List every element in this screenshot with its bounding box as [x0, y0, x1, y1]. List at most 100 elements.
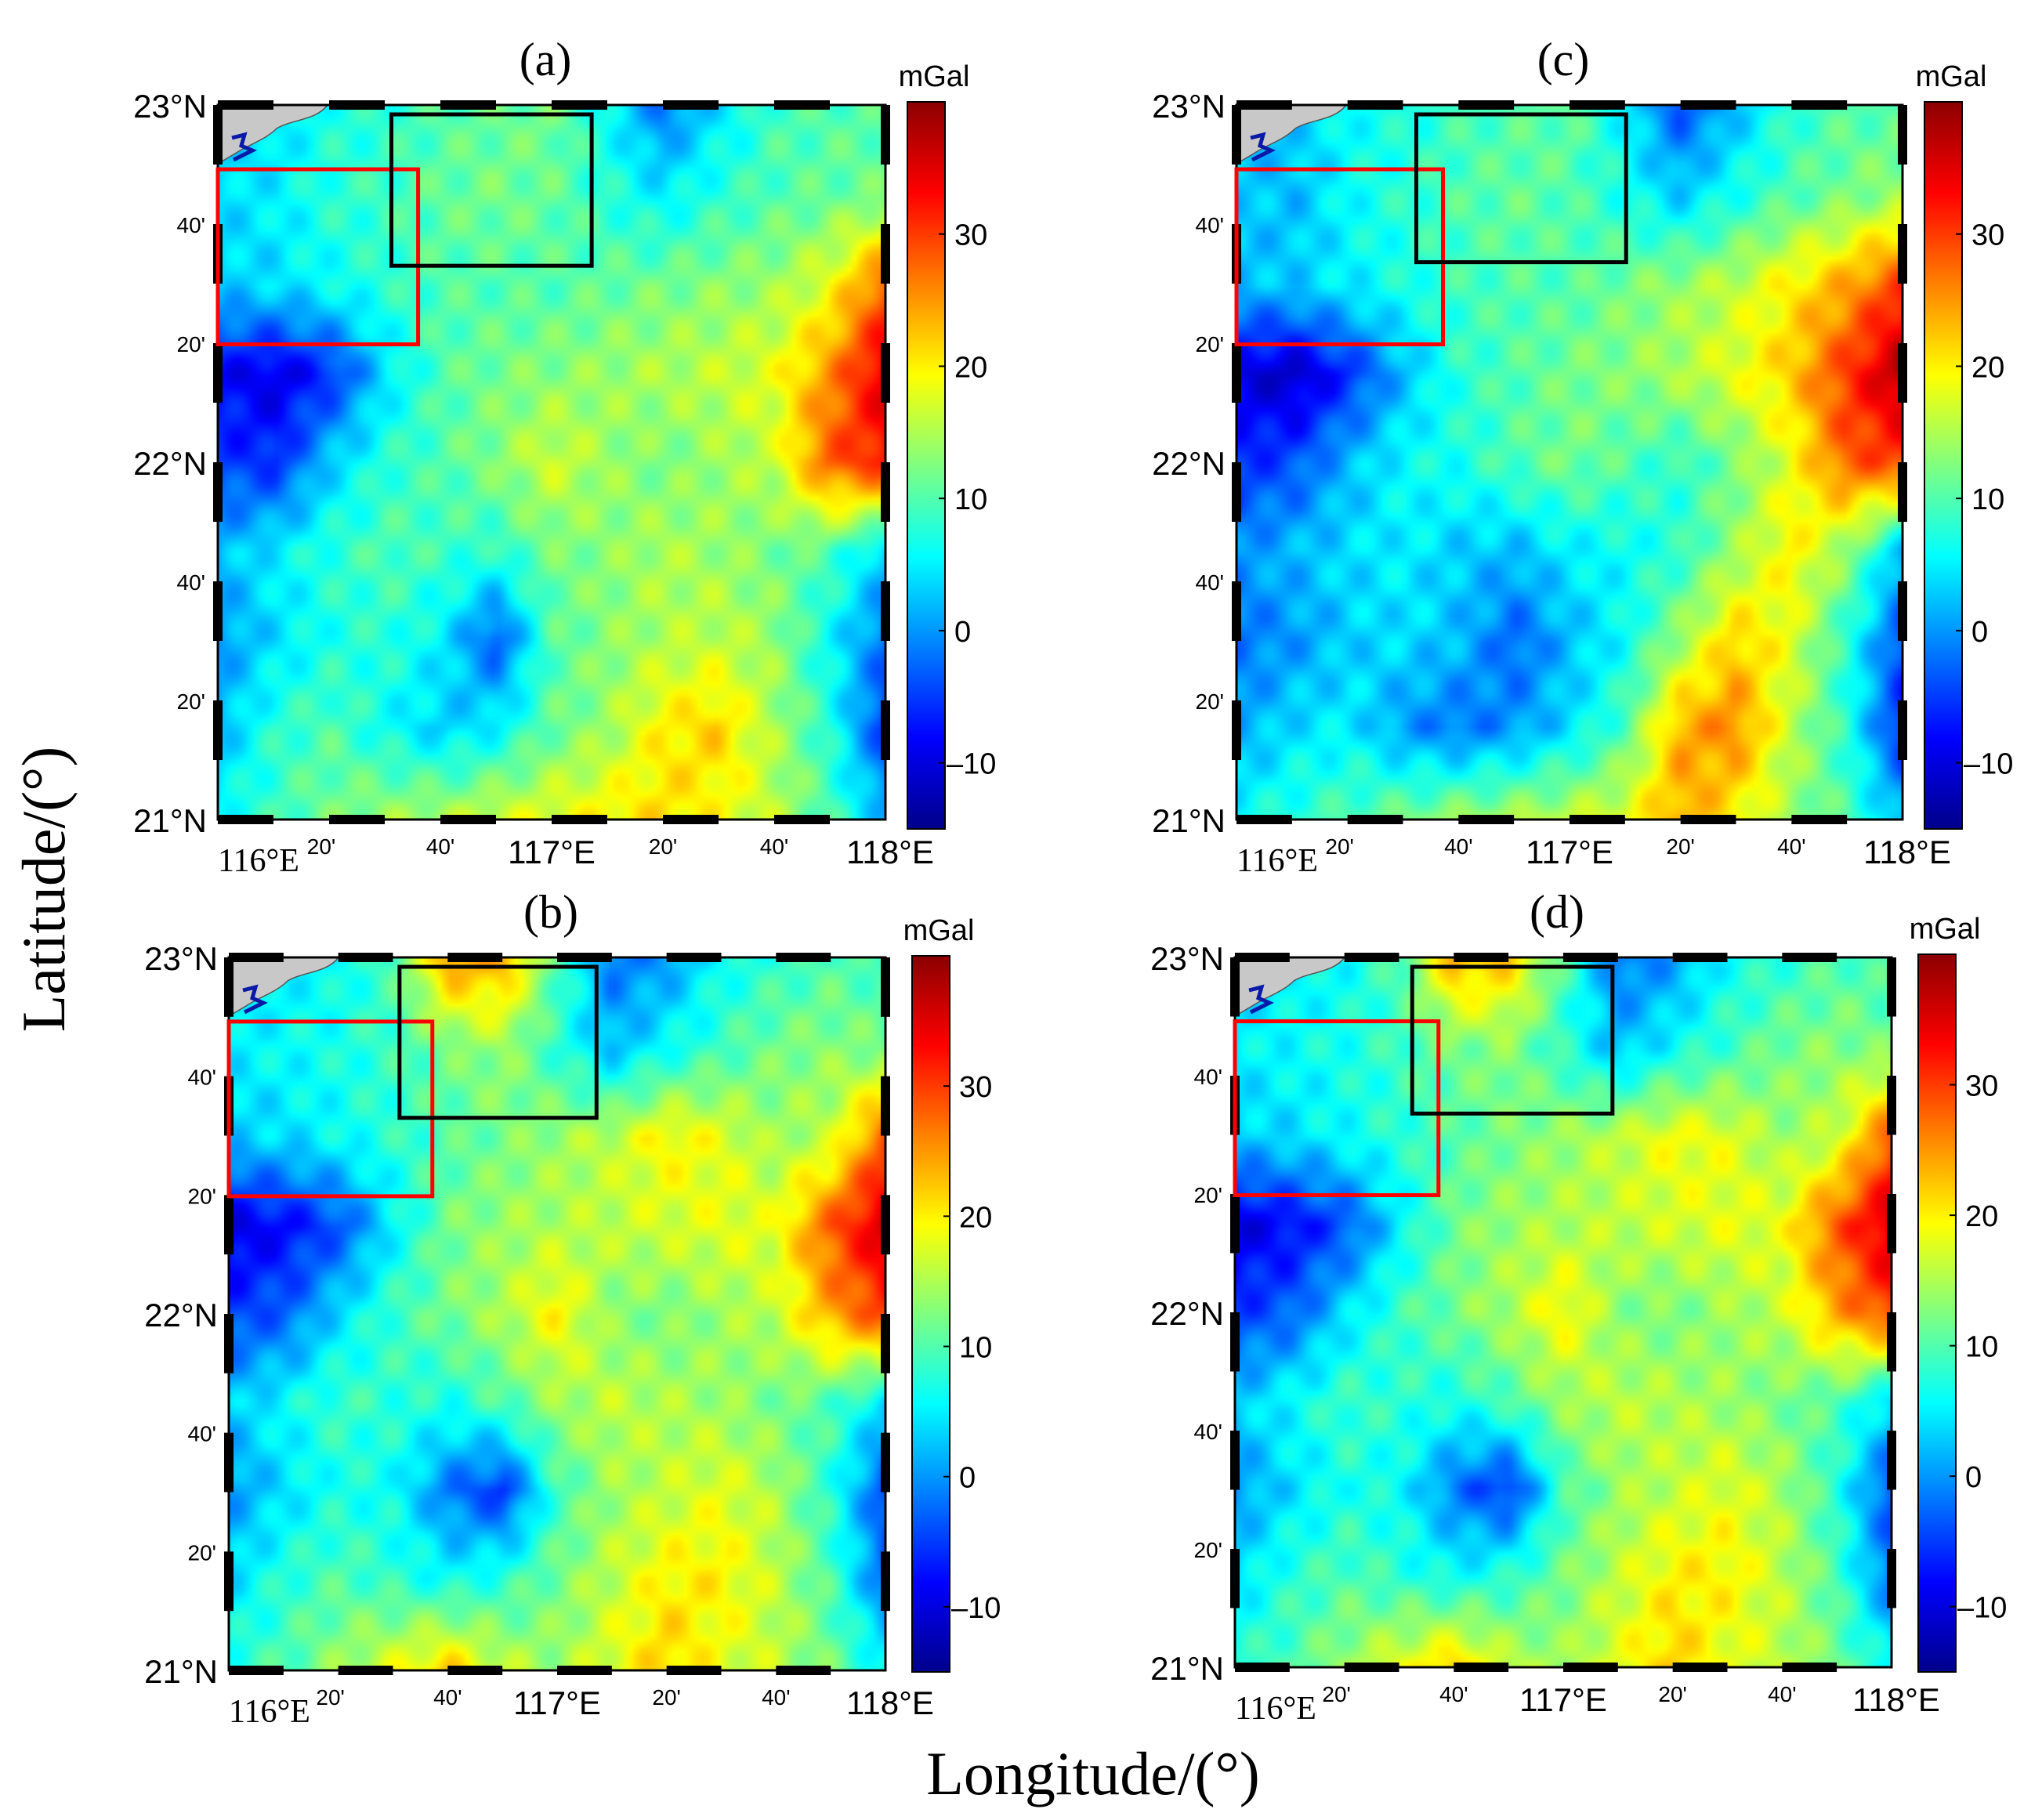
lon-minor-label: 20'	[1658, 1682, 1687, 1706]
black-study-box	[389, 112, 594, 268]
colorbar-tick-label: 20	[1965, 1200, 1998, 1233]
colorbar-tick-label: –10	[1957, 1592, 2007, 1625]
lon-major-label: 118°E	[846, 834, 934, 870]
frame-segment	[663, 100, 719, 110]
lat-minor-label: 20'	[188, 1540, 217, 1565]
frame-segment	[338, 953, 393, 962]
frame-segment	[224, 1314, 234, 1373]
lat-minor-label: 40'	[177, 213, 206, 237]
colorbar	[1924, 101, 1963, 830]
panel-title: (b)	[523, 886, 578, 938]
lon-major-label: 116°E	[1235, 1691, 1316, 1727]
land-area	[1234, 957, 1346, 1018]
frame-segment	[1570, 100, 1625, 110]
colorbar-tick-label: 20	[954, 351, 987, 384]
lon-major-label: 116°E	[218, 843, 299, 879]
frame-segment	[881, 343, 890, 403]
colorbar-tick-label: 10	[954, 483, 987, 516]
y-axis-title: Latitude/(°)	[9, 747, 78, 1033]
lon-minor-label: 40'	[1777, 834, 1806, 859]
frame-segment	[1672, 1663, 1728, 1672]
colorbar-tick-label: 30	[959, 1071, 992, 1104]
lat-major-label: 21°N	[1150, 1650, 1224, 1687]
colorbar-unit: mGal	[899, 60, 970, 93]
frame-segment	[1898, 462, 1907, 522]
lon-major-label: 117°E	[1526, 834, 1613, 870]
colorbar-tick-label: 0	[954, 616, 971, 649]
frame-segment	[224, 1551, 234, 1612]
frame-segment	[1672, 953, 1728, 962]
frame-segment	[1344, 953, 1399, 962]
frame-segment	[1458, 100, 1515, 110]
frame-segment	[1680, 815, 1736, 824]
frame-segment	[881, 462, 890, 522]
lat-minor-label: 20'	[177, 689, 206, 714]
frame-segment	[329, 815, 385, 824]
frame-segment	[1887, 1312, 1896, 1372]
black-study-box	[1414, 112, 1628, 265]
lon-major-label: 118°E	[1852, 1681, 1940, 1718]
land-area	[228, 957, 340, 1018]
frame-segment	[218, 815, 273, 824]
frame-segment	[881, 105, 890, 165]
frame-segment	[213, 462, 223, 522]
frame-segment	[440, 815, 496, 824]
red-study-box	[1233, 1019, 1441, 1198]
frame-segment	[1782, 953, 1837, 962]
colorbar-tick-label: 10	[1965, 1331, 1998, 1364]
lon-minor-label: 20'	[1322, 1682, 1351, 1706]
lat-minor-label: 40'	[1196, 213, 1225, 237]
frame-segment	[881, 1432, 890, 1493]
lon-minor-label: 20'	[652, 1685, 681, 1710]
frame-segment	[1235, 1663, 1290, 1672]
frame-segment	[1887, 1194, 1896, 1254]
panel-title: (a)	[520, 34, 572, 85]
lat-major-label: 21°N	[144, 1653, 218, 1690]
frame-segment	[1232, 700, 1241, 760]
frame-segment	[1232, 462, 1241, 522]
frame-segment	[1230, 1549, 1240, 1608]
lon-minor-label: 40'	[1768, 1682, 1797, 1706]
frame-segment	[1230, 1312, 1240, 1372]
lat-minor-label: 20'	[177, 332, 206, 356]
colorbar-tick-label: 30	[1965, 1070, 1998, 1103]
lon-minor-label: 40'	[1439, 1682, 1468, 1706]
lat-minor-label: 20'	[1196, 689, 1225, 714]
lon-major-label: 118°E	[846, 1684, 934, 1721]
colorbar	[1917, 953, 1957, 1673]
frame-segment	[666, 953, 722, 962]
gravity-anomaly-map	[229, 957, 885, 1670]
panel-c: (c) 23°N 22°N 21°N 40' 20' 40' 20' 116°E 117°E 118…	[1152, 34, 2013, 879]
colorbar-unit: mGal	[1916, 60, 1987, 93]
panel-title: (d)	[1530, 886, 1584, 938]
frame-segment	[224, 1432, 234, 1493]
lat-major-label: 22°N	[144, 1297, 218, 1333]
red-study-box	[215, 167, 421, 347]
colorbar-tick-label: –10	[1964, 748, 2013, 781]
frame-segment	[224, 957, 234, 1017]
frame-segment	[1454, 953, 1509, 962]
lat-major-label: 23°N	[1150, 940, 1224, 977]
lon-minor-label: 20'	[316, 1685, 345, 1710]
frame-segment	[1236, 100, 1292, 110]
panel-b: (b)23°N22°N21°N40'20'40'20'116°E 117°E 118…	[144, 886, 1001, 1730]
frame-segment	[1458, 815, 1515, 824]
x-axis-title: Longitude/(°)	[926, 1739, 1259, 1807]
frame-segment	[557, 953, 612, 962]
frame-segment	[447, 953, 503, 962]
land-area	[1236, 104, 1348, 165]
frame-segment	[1791, 100, 1848, 110]
frame-segment	[774, 815, 830, 824]
frame-segment	[552, 100, 607, 110]
frame-segment	[1898, 105, 1907, 165]
frame-segment	[224, 1195, 234, 1255]
frame-segment	[1898, 581, 1907, 641]
lon-minor-label: 20'	[649, 834, 678, 859]
frame-segment	[881, 581, 890, 641]
frame-segment	[1347, 100, 1403, 110]
frame-segment	[440, 100, 496, 110]
frame-segment	[1235, 953, 1290, 962]
lon-major-label: 117°E	[513, 1684, 601, 1721]
lat-minor-label: 40'	[1194, 1065, 1223, 1089]
